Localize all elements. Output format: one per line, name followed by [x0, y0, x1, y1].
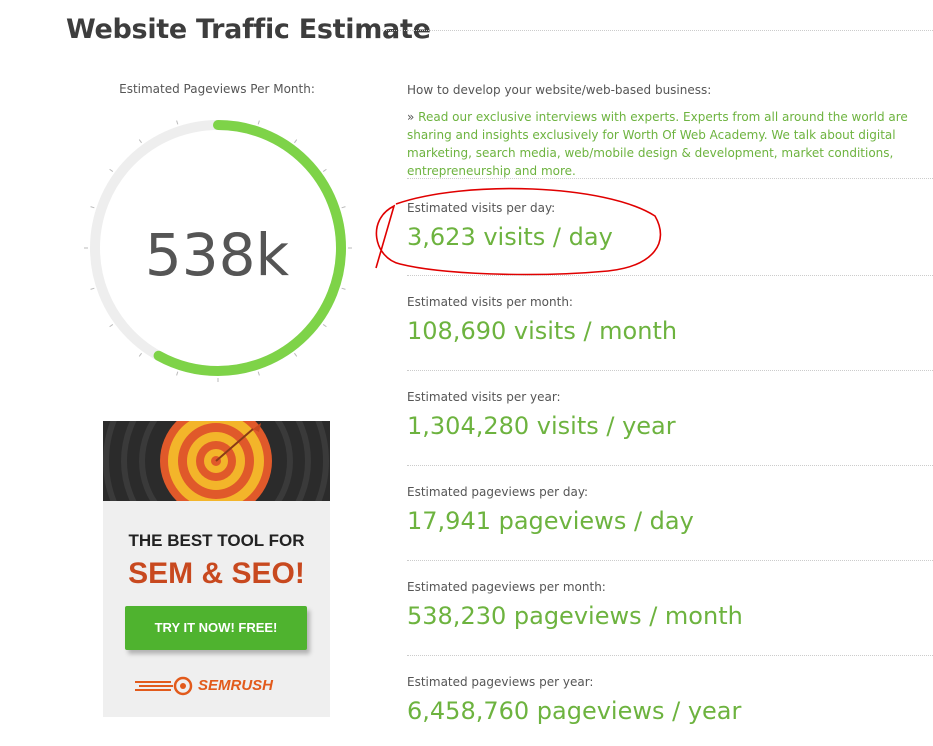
gauge-tick [176, 120, 179, 125]
stat-label: Estimated pageviews per month: [407, 580, 606, 594]
ad-header [103, 421, 330, 501]
stat-label: Estimated pageviews per day: [407, 485, 589, 499]
gauge-tick [138, 139, 142, 144]
gauge-value: 538k [145, 221, 290, 289]
divider-2 [407, 275, 933, 276]
gauge-tick [294, 139, 298, 144]
stat-visits-month: Estimated visits per month: 108,690 visi… [407, 295, 933, 345]
divider-1 [407, 178, 933, 179]
stat-value: 3,623 visits / day [407, 223, 613, 251]
stat-value: 17,941 pageviews / day [407, 507, 694, 535]
divider-6 [407, 655, 933, 656]
pageviews-gauge: 538k [84, 120, 352, 382]
stat-value: 108,690 visits / month [407, 317, 678, 345]
gauge-tick [341, 206, 346, 209]
gauge-fill [90, 120, 346, 376]
stat-label: Estimated visits per year: [407, 390, 561, 404]
divider-5 [407, 560, 933, 561]
stat-visits-year: Estimated visits per year: 1,304,280 vis… [407, 390, 933, 440]
stat-value: 538,230 pageviews / month [407, 602, 743, 630]
intro-paragraph: » Read our exclusive interviews with exp… [407, 108, 933, 180]
stat-pageviews-year: Estimated pageviews per year: 6,458,760 … [407, 675, 933, 725]
title-divider [380, 30, 933, 31]
gauge-tick [322, 324, 327, 328]
stat-label: Estimated visits per day: [407, 201, 556, 215]
semrush-ad-banner[interactable]: THE BEST TOOL FOR SEM & SEO! TRY IT NOW!… [103, 421, 330, 717]
ad-headline: SEM & SEO! [128, 557, 305, 590]
gauge-tick [322, 168, 327, 172]
stat-pageviews-month: Estimated pageviews per month: 538,230 p… [407, 580, 933, 630]
stat-label: Estimated pageviews per year: [407, 675, 594, 689]
divider-3 [407, 370, 933, 371]
stat-value: 1,304,280 visits / year [407, 412, 676, 440]
gauge-ticks [84, 120, 352, 382]
gauge-tick [90, 206, 95, 209]
gauge-tick [90, 287, 95, 290]
intro-heading: How to develop your website/web-based bu… [407, 83, 712, 97]
red-handdrawn-circle [375, 187, 662, 276]
target-icon [103, 421, 329, 501]
semrush-logo-icon [135, 676, 193, 696]
gauge-tick [257, 371, 260, 376]
gauge-tick [109, 168, 114, 172]
try-it-now-button[interactable]: TRY IT NOW! FREE! [125, 606, 307, 650]
gauge-tick [138, 352, 142, 357]
ad-tagline: THE BEST TOOL FOR [128, 531, 305, 550]
gauge-caption: Estimated Pageviews Per Month: [119, 82, 315, 96]
gauge-tick [294, 352, 298, 357]
intro-link[interactable]: Read our exclusive interviews with exper… [407, 110, 908, 178]
gauge-tick [176, 371, 179, 376]
stat-visits-day: Estimated visits per day: 3,623 visits /… [407, 201, 933, 251]
gauge-tick [109, 324, 114, 328]
divider-4 [407, 465, 933, 466]
stat-pageviews-day: Estimated pageviews per day: 17,941 page… [407, 485, 933, 535]
semrush-brand: SEMRUSH [198, 677, 274, 694]
gauge-tick [341, 287, 346, 290]
page-title: Website Traffic Estimate [66, 14, 431, 45]
intro-bullet: » [407, 110, 415, 124]
stat-value: 6,458,760 pageviews / year [407, 697, 742, 725]
stat-label: Estimated visits per month: [407, 295, 573, 309]
gauge-tick [257, 120, 260, 125]
